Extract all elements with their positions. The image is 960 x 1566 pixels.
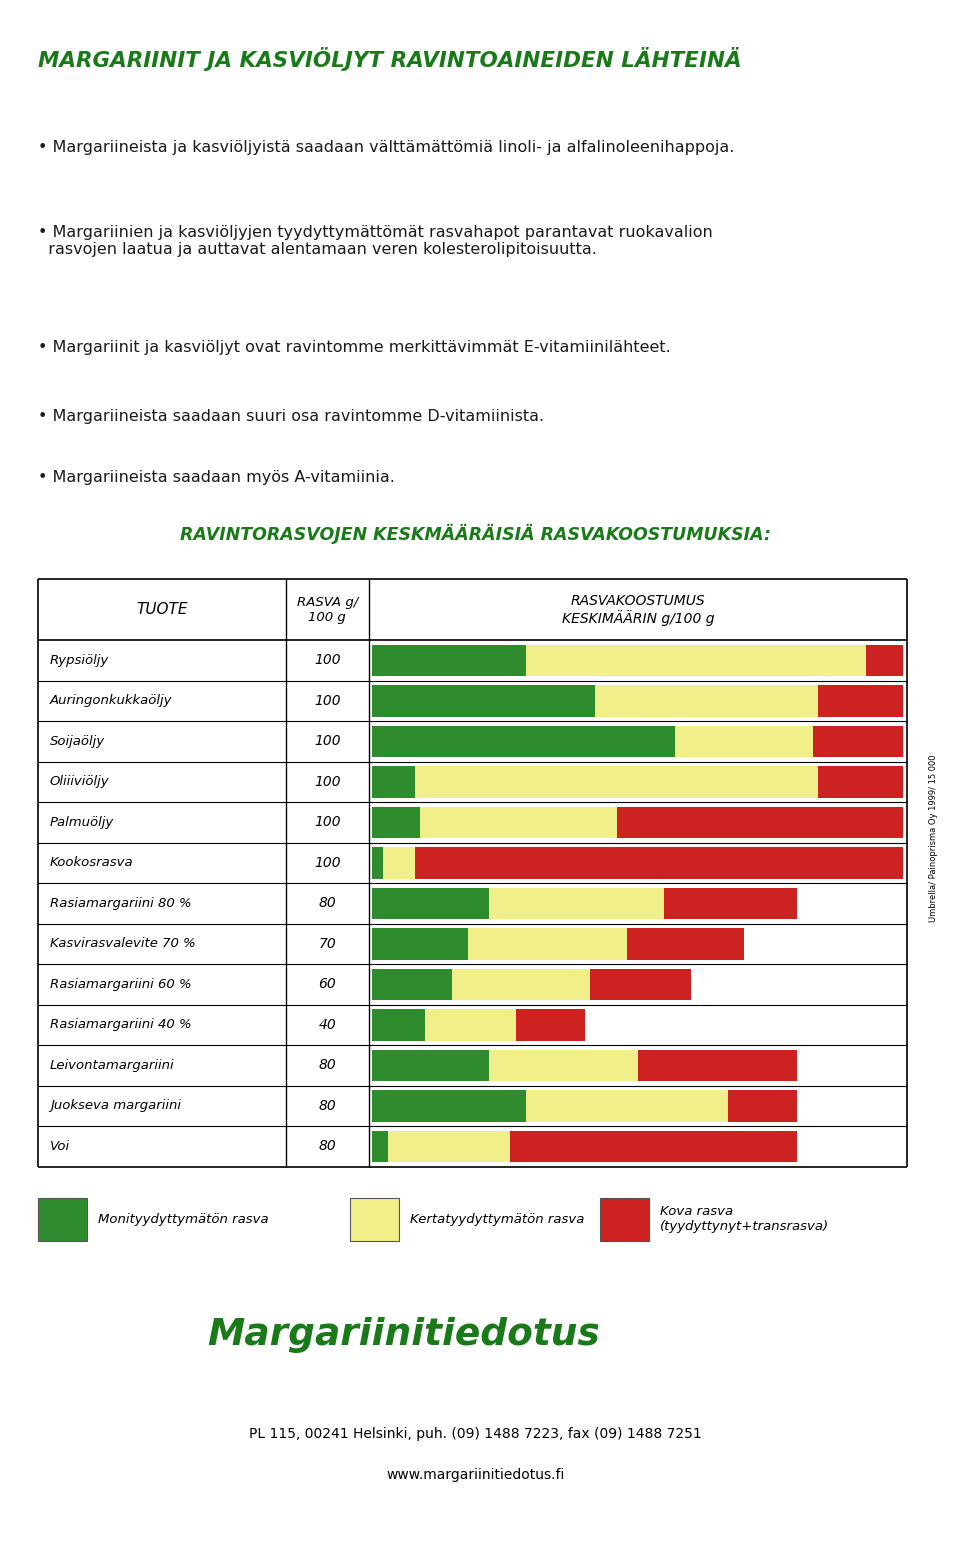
Text: RASVAKOOSTUMUS
KESKIMÄÄRIN g/100 g: RASVAKOOSTUMUS KESKIMÄÄRIN g/100 g	[562, 594, 714, 626]
Text: • Margariinien ja kasviöljyjen tyydyttymättömät rasvahapot parantavat ruokavalio: • Margariinien ja kasviöljyjen tyydyttym…	[37, 224, 712, 257]
Bar	[372, 725, 675, 758]
Bar	[452, 968, 590, 1001]
Bar	[595, 684, 819, 717]
Bar	[372, 847, 383, 879]
Text: RAVINTORASVOJEN KESKMÄÄRÄISIÄ RASVAKOOSTUMUKSIA:: RAVINTORASVOJEN KESKMÄÄRÄISIÄ RASVAKOOST…	[180, 525, 771, 543]
Text: Rasiamargariini 60 %: Rasiamargariini 60 %	[50, 977, 192, 991]
Text: Kookosrasva: Kookosrasva	[50, 857, 133, 869]
Text: 100: 100	[314, 653, 341, 667]
Bar	[372, 968, 452, 1001]
Text: 40: 40	[319, 1018, 336, 1032]
Bar	[415, 766, 819, 797]
Bar	[350, 1198, 399, 1242]
Text: Monityydyttymätön rasva: Monityydyttymätön rasva	[98, 1214, 268, 1226]
Text: 80: 80	[319, 896, 336, 910]
Bar	[415, 847, 903, 879]
Text: MARGARIINIT JA KASVIÖLJYT RAVINTOAINEIDEN LÄHTEINÄ: MARGARIINIT JA KASVIÖLJYT RAVINTOAINEIDE…	[37, 47, 741, 70]
Text: Kasvirasvalevite 70 %: Kasvirasvalevite 70 %	[50, 938, 196, 951]
Bar	[728, 1090, 797, 1121]
Bar	[372, 806, 420, 838]
Bar	[866, 645, 903, 677]
Text: 60: 60	[319, 977, 336, 991]
Text: Soijaöljy: Soijaöljy	[50, 734, 105, 749]
Bar	[372, 1049, 490, 1081]
Bar	[600, 1198, 649, 1242]
Text: Umbrella/ Painoprisma Oy 1999/ 15 000: Umbrella/ Painoprisma Oy 1999/ 15 000	[929, 755, 938, 921]
Bar	[526, 645, 866, 677]
Text: PL 115, 00241 Helsinki, puh. (09) 1488 7223, fax (09) 1488 7251: PL 115, 00241 Helsinki, puh. (09) 1488 7…	[249, 1427, 702, 1441]
Text: Leivontamargariini: Leivontamargariini	[50, 1059, 175, 1071]
Text: Auringonkukkaöljy: Auringonkukkaöljy	[50, 694, 173, 708]
Bar	[819, 766, 903, 797]
Text: 80: 80	[319, 1099, 336, 1113]
Text: Rasiamargariini 80 %: Rasiamargariini 80 %	[50, 897, 192, 910]
Bar	[637, 1049, 797, 1081]
Bar	[819, 684, 903, 717]
Bar	[372, 645, 526, 677]
Bar	[372, 766, 415, 797]
Text: 100: 100	[314, 816, 341, 830]
Text: TUOTE: TUOTE	[136, 603, 188, 617]
Text: Voi: Voi	[50, 1140, 70, 1153]
Text: • Margariineista saadaan myös A-vitamiinia.: • Margariineista saadaan myös A-vitamiin…	[37, 470, 395, 485]
Bar	[425, 1009, 516, 1041]
Text: 100: 100	[314, 775, 341, 789]
Text: Rypsiöljy: Rypsiöljy	[50, 655, 109, 667]
Bar	[664, 888, 797, 919]
Bar	[468, 929, 627, 960]
Bar	[516, 1009, 585, 1041]
Text: 100: 100	[314, 734, 341, 749]
Bar	[616, 806, 903, 838]
Text: Kertatyydyttymätön rasva: Kertatyydyttymätön rasva	[410, 1214, 585, 1226]
Bar	[372, 888, 490, 919]
Text: Oliiiviöljy: Oliiiviöljy	[50, 775, 109, 788]
Bar	[372, 1009, 425, 1041]
Bar	[37, 1198, 86, 1242]
Text: 70: 70	[319, 936, 336, 951]
Bar	[372, 1131, 388, 1162]
Text: Juokseva margariini: Juokseva margariini	[50, 1099, 180, 1112]
Text: Rasiamargariini 40 %: Rasiamargariini 40 %	[50, 1018, 192, 1032]
Text: • Margariinit ja kasviöljyt ovat ravintomme merkittävimmät E-vitamiinilähteet.: • Margariinit ja kasviöljyt ovat ravinto…	[37, 340, 670, 355]
Bar	[372, 929, 468, 960]
Bar	[388, 1131, 511, 1162]
Bar	[526, 1090, 728, 1121]
Bar	[813, 725, 903, 758]
Bar	[372, 1090, 526, 1121]
Text: RASVA g/
100 g: RASVA g/ 100 g	[297, 595, 358, 623]
Text: • Margariineista ja kasviöljyistä saadaan välttämättömiä linoli- ja alfalinoleen: • Margariineista ja kasviöljyistä saadaa…	[37, 141, 734, 155]
Bar	[590, 968, 691, 1001]
Text: 80: 80	[319, 1059, 336, 1073]
Text: 100: 100	[314, 857, 341, 871]
Text: • Margariineista saadaan suuri osa ravintomme D-vitamiinista.: • Margariineista saadaan suuri osa ravin…	[37, 409, 544, 424]
Text: Palmuöljy: Palmuöljy	[50, 816, 114, 828]
Bar	[372, 684, 595, 717]
Bar	[511, 1131, 797, 1162]
Bar	[383, 847, 415, 879]
Text: www.margariinitiedotus.fi: www.margariinitiedotus.fi	[386, 1469, 564, 1483]
Text: 80: 80	[319, 1140, 336, 1154]
Bar	[675, 725, 813, 758]
Bar	[490, 1049, 637, 1081]
Bar	[627, 929, 744, 960]
Text: 100: 100	[314, 694, 341, 708]
Bar	[490, 888, 664, 919]
Text: Margariinitiedotus: Margariinitiedotus	[207, 1317, 600, 1353]
Text: Kova rasva
(tyydyttynyt+transrasva): Kova rasva (tyydyttynyt+transrasva)	[660, 1206, 829, 1234]
Bar	[420, 806, 616, 838]
